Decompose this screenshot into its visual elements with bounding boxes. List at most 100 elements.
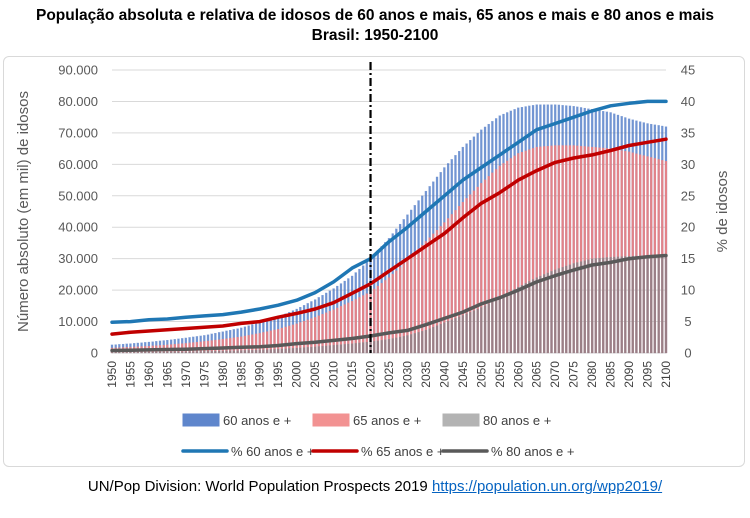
bar-80 [391,338,394,354]
source-link[interactable]: https://population.un.org/wpp2019/ [431,478,663,495]
bar-80-shade [576,262,579,353]
bar-80 [384,339,387,354]
chart-svg: 0 10.000 20.000 30.000 40.000 50.000 60.000 70.… [15,62,731,459]
bar-80 [114,352,117,354]
bar-80-shade [325,345,328,353]
bar-80 [639,255,642,354]
bar-80 [572,263,575,354]
bar-80 [432,326,435,354]
bar-80 [380,340,383,354]
bar-80 [576,262,579,354]
bar-80-shade [122,352,125,353]
bar-80-shade [192,351,195,353]
bar-80 [605,257,609,354]
bar-80-shade [280,348,283,353]
bar-80-shade [387,339,391,353]
y-tick-label-right: 30 [681,157,695,172]
legend-label-bar: 60 anos e + [223,413,291,428]
bar-80 [568,264,572,354]
legend-label-bar: 80 anos e + [483,413,551,428]
bar-80 [210,350,213,354]
bar-80 [461,315,464,354]
bar-80 [291,348,295,354]
bar-80-shade [439,324,442,353]
bar-80 [487,303,490,354]
bar-80-shade [354,343,357,353]
bar-80-shade [495,299,498,353]
bar-80-shade [602,257,605,353]
bar-80-shade [210,351,213,353]
bar-80-shade [532,279,535,353]
bar-80 [465,313,468,354]
bar-80-shade [620,256,623,353]
bar-80 [587,259,590,354]
bar-80-shade [543,274,546,353]
bar-80-shade [369,341,372,353]
bar-80-shade [561,267,564,353]
bar-80 [251,349,254,354]
bar-80-shade [306,347,309,353]
bar-80-shade [661,255,664,353]
bar-80 [539,275,542,354]
bar-80-shade [255,349,258,353]
bar-80-shade [565,265,568,353]
bar-80 [273,349,276,354]
bar-80-shade [572,263,575,353]
bar-80 [546,272,549,354]
bar-80-shade [147,352,150,353]
bar-80-shade [328,345,331,353]
y-tick-label-right: 15 [681,251,695,266]
bar-80 [627,256,631,354]
legend-label-line: % 60 anos e + [231,444,314,459]
bar-80 [343,344,346,354]
bar-80-shade [266,349,269,353]
bar-80-shade [358,342,361,353]
bar-80-shade [225,350,228,353]
y-tick-label-right: 40 [681,94,695,109]
bar-80 [166,351,169,354]
bar-80-shade [166,351,169,353]
bar-80 [395,337,398,354]
bar-80-shade [365,342,368,353]
bar-80 [310,346,313,354]
y-tick-label-right: 5 [684,314,691,329]
bar-80 [561,267,564,354]
bar-80 [240,350,243,354]
bar-80 [225,350,228,354]
bar-80-shade [476,308,479,353]
y-tick-label-left: 40.000 [58,220,98,235]
bar-80 [262,349,265,354]
bar-80-shade [657,255,660,353]
y-tick-label-left: 70.000 [58,125,98,140]
chart-title-line1: População absoluta e relativa de idosos … [36,7,714,24]
bar-80-shade [362,342,365,353]
bar-80-shade [639,255,642,353]
bar-80 [476,308,479,354]
bar-80-shade [546,272,549,353]
bar-80-shade [406,335,409,353]
y-axis-title-left: Número absoluto (em mil) de idosos [15,91,32,332]
bar-80 [531,279,535,354]
bar-80 [336,344,339,354]
bar-80 [421,331,424,354]
x-tick-label: 2090 [622,361,636,388]
bar-80 [195,351,199,354]
bar-80 [129,352,132,354]
bar-80 [169,351,173,354]
bar-80-shade [550,271,553,353]
x-tick-label: 2025 [382,361,396,388]
bar-80 [258,349,261,354]
bar-80 [362,342,365,354]
bar-80 [221,350,224,354]
y-tick-label-left: 80.000 [58,94,98,109]
y-tick-label-right: 45 [681,63,695,78]
bar-80 [277,348,280,354]
bar-80-shade [517,286,520,353]
bar-80-shade [491,301,494,353]
bar-80 [616,256,620,354]
y-tick-label-right: 35 [681,125,695,140]
bar-80-shade [140,352,143,353]
bar-80 [413,333,416,354]
bar-80 [347,343,350,354]
bar-80 [236,350,239,354]
